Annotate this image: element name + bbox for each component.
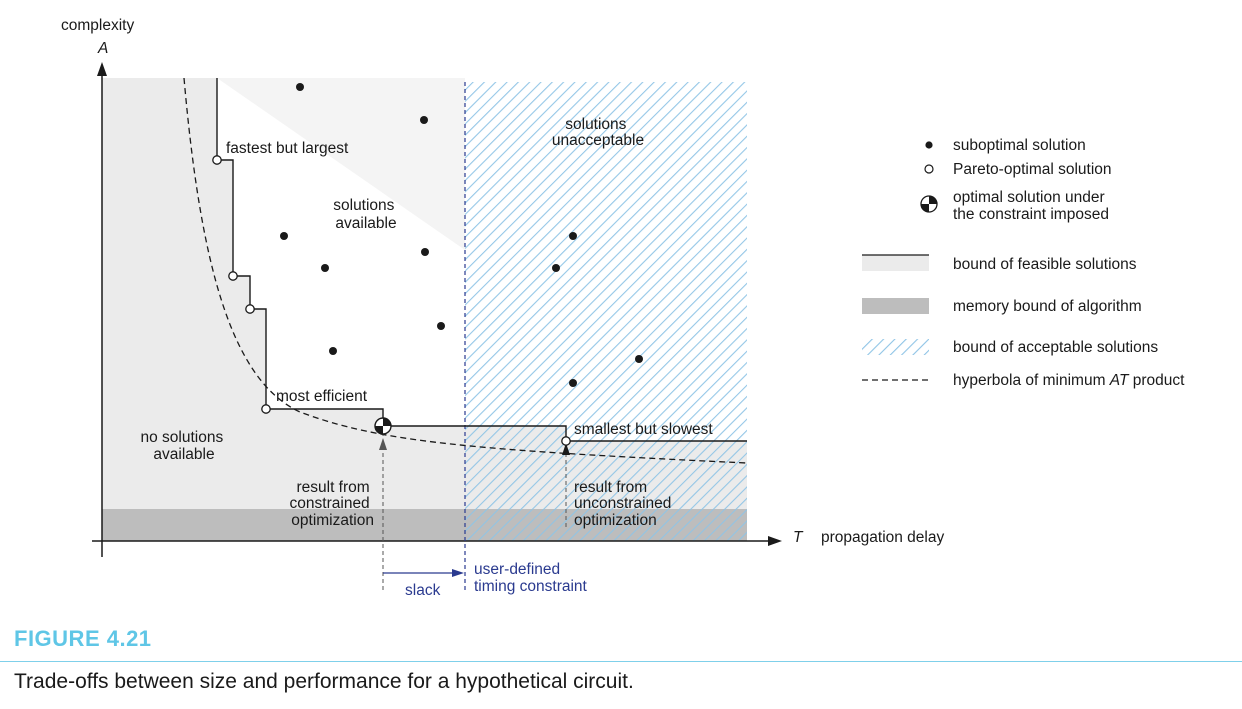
- suboptimal-point: [421, 248, 429, 256]
- legend-optimal-icon: [920, 195, 938, 213]
- no-solutions-label: no solutions available: [140, 429, 227, 463]
- legend-hyperbola-label: hyperbola of minimum AT product: [953, 372, 1185, 389]
- legend-suboptimal-label: suboptimal solution: [953, 137, 1086, 154]
- y-axis-arrow: [97, 62, 107, 76]
- suboptimal-point: [569, 379, 577, 387]
- feasible-bound-line: [216, 78, 747, 442]
- slack-label: slack: [405, 582, 441, 599]
- suboptimal-point: [635, 355, 643, 363]
- pareto-point: [212, 155, 222, 165]
- solution-shade: [217, 78, 465, 250]
- suboptimal-point: [321, 264, 329, 272]
- suboptimal-point: [296, 83, 304, 91]
- most-efficient-label: most efficient: [276, 388, 368, 405]
- x-axis-symbol: T: [793, 529, 804, 546]
- pareto-point: [245, 304, 255, 314]
- suboptimal-point: [329, 347, 337, 355]
- unacceptable-region: [465, 82, 747, 541]
- smallest-label: smallest but slowest: [574, 421, 713, 438]
- legend-pareto-label: Pareto-optimal solution: [953, 161, 1112, 178]
- optimal-solution-icon: [374, 417, 392, 435]
- suboptimal-point: [569, 232, 577, 240]
- suboptimal-point: [420, 116, 428, 124]
- y-axis-label: complexity: [61, 17, 134, 34]
- legend: suboptimal solution Pareto-optimal solut…: [862, 137, 1185, 389]
- infeasible-region: [102, 78, 747, 541]
- suboptimal-point: [437, 322, 445, 330]
- legend-memory-label: memory bound of algorithm: [953, 298, 1142, 315]
- legend-suboptimal-icon: [925, 141, 933, 149]
- constrained-guide-arrow: [379, 438, 387, 450]
- legend-pareto-icon: [924, 164, 934, 174]
- x-axis-label: propagation delay: [821, 529, 944, 546]
- unconstrained-result-label: result from unconstrained optimization: [574, 479, 676, 529]
- legend-feasible-swatch: [862, 255, 929, 271]
- caption-divider: [0, 661, 1242, 662]
- pareto-point: [228, 271, 238, 281]
- x-axis-arrow: [768, 536, 782, 546]
- solutions-unacceptable-label: solutions unacceptable: [552, 116, 644, 149]
- hyperbola-curve: [183, 77, 748, 464]
- figure-caption: Trade-offs between size and performance …: [14, 670, 634, 693]
- figure-label: FIGURE 4.21: [14, 626, 152, 651]
- legend-acceptable-swatch: [862, 339, 929, 355]
- suboptimal-point: [552, 264, 560, 272]
- pareto-point: [261, 404, 271, 414]
- legend-acceptable-label: bound of acceptable solutions: [953, 339, 1158, 356]
- fastest-label: fastest but largest: [226, 140, 349, 157]
- pareto-point: [561, 436, 571, 446]
- solutions-available-label: solutions available: [333, 197, 399, 232]
- unconstrained-guide-arrow: [562, 443, 570, 455]
- legend-memory-swatch: [862, 298, 929, 314]
- suboptimal-point: [280, 232, 288, 240]
- slack-arrowhead: [452, 569, 464, 577]
- y-axis-symbol: A: [97, 40, 108, 57]
- legend-optimal-label: optimal solution under the constraint im…: [953, 189, 1109, 223]
- constrained-result-label: result from constrained optimization: [290, 479, 374, 529]
- timing-constraint-label: user-defined timing constraint: [474, 561, 588, 595]
- legend-feasible-label: bound of feasible solutions: [953, 256, 1137, 273]
